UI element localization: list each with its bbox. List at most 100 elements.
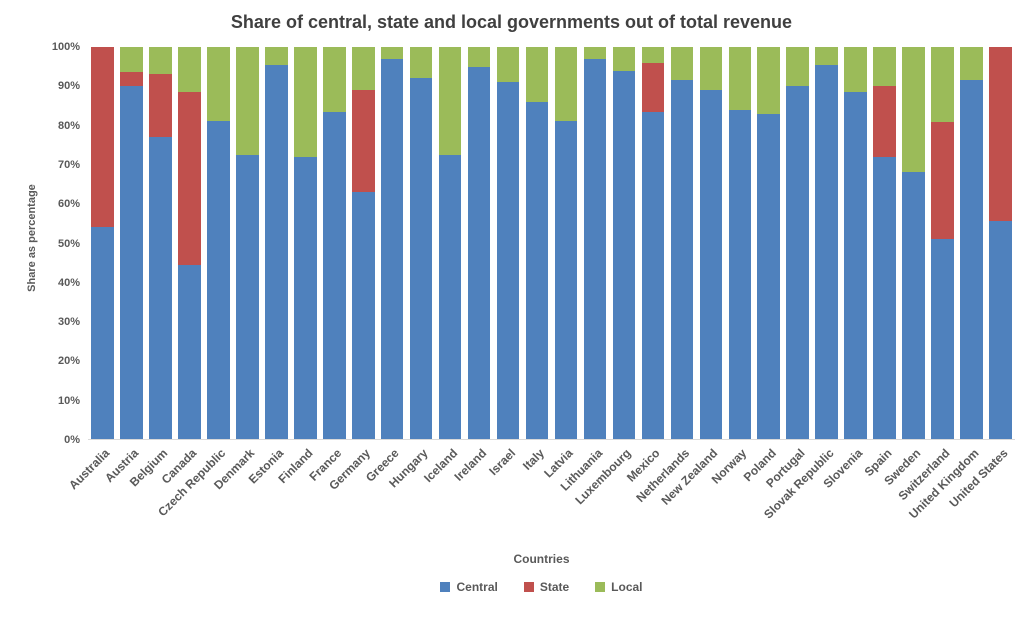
legend: Central State Local bbox=[0, 580, 1023, 594]
segment-local-ireland bbox=[467, 47, 491, 67]
bar-israel: Israel bbox=[486, 47, 523, 478]
y-tick-20-: 20% bbox=[57, 355, 80, 368]
legend-swatch-local bbox=[595, 582, 606, 592]
stacked-bar bbox=[207, 47, 230, 439]
stacked-bar bbox=[91, 47, 114, 439]
y-tick-90-: 90% bbox=[57, 80, 80, 93]
segment-central-slovak-republic bbox=[815, 64, 838, 439]
bar-lithuania: Lithuania bbox=[557, 47, 609, 494]
segment-central-spain bbox=[873, 156, 896, 439]
bar-canada: Canada bbox=[159, 47, 204, 487]
segment-local-czech-republic bbox=[207, 47, 230, 122]
legend-label-state: State bbox=[539, 580, 570, 594]
segment-central-portugal bbox=[786, 86, 810, 439]
stacked-bar bbox=[178, 47, 201, 439]
bar-portugal: Portugal bbox=[763, 47, 812, 490]
stacked-bar bbox=[786, 47, 810, 439]
segment-local-new-zealand bbox=[699, 47, 723, 91]
bar-denmark: Denmark bbox=[211, 47, 262, 492]
segment-central-canada bbox=[178, 264, 201, 439]
segment-central-luxembourg bbox=[612, 70, 636, 439]
plot-region: 0% 10% 20% 30% 40% 50% 60% 70% 80% 90% 100% Austra… bbox=[52, 41, 1015, 521]
segment-state-spain bbox=[873, 86, 896, 157]
x-label-israel: Israel bbox=[485, 446, 518, 479]
segment-state-germany bbox=[351, 90, 375, 193]
stacked-bar bbox=[815, 47, 838, 439]
segment-central-norway bbox=[728, 109, 752, 439]
bar-finland: Finland bbox=[275, 47, 320, 486]
segment-local-norway bbox=[728, 47, 752, 110]
segment-state-australia bbox=[91, 47, 114, 228]
segment-central-lithuania bbox=[583, 58, 607, 439]
segment-local-hungary bbox=[409, 47, 433, 79]
segment-central-united-kingdom bbox=[960, 80, 983, 439]
segment-state-switzerland bbox=[931, 121, 954, 240]
bar-iceland: Iceland bbox=[421, 47, 465, 485]
legend-item-central: Central bbox=[440, 580, 498, 594]
segment-local-poland bbox=[757, 47, 781, 114]
bar-new-zealand: New Zealand bbox=[659, 47, 725, 508]
segment-central-latvia bbox=[554, 121, 578, 439]
bar-ireland: Ireland bbox=[451, 47, 494, 484]
legend-swatch-state bbox=[523, 582, 534, 592]
bar-france: France bbox=[306, 47, 349, 484]
bar-hungary: Hungary bbox=[387, 47, 436, 490]
segment-central-iceland bbox=[438, 154, 462, 439]
segment-local-austria bbox=[120, 47, 143, 73]
stacked-bar bbox=[931, 47, 954, 439]
stacked-bar bbox=[120, 47, 143, 439]
bar-italy: Italy bbox=[520, 47, 552, 473]
stacked-bar bbox=[612, 47, 636, 439]
stacked-bar bbox=[525, 47, 549, 439]
segment-local-israel bbox=[496, 47, 520, 83]
chart-title: Share of central, state and local govern… bbox=[230, 12, 793, 32]
segment-central-israel bbox=[496, 82, 520, 439]
segment-central-australia bbox=[91, 227, 114, 439]
stacked-bar bbox=[670, 47, 694, 439]
stacked-bar bbox=[380, 47, 404, 439]
x-label-australia: Australia bbox=[66, 446, 113, 493]
y-tick-40-: 40% bbox=[57, 276, 80, 289]
segment-central-switzerland bbox=[931, 239, 954, 439]
segment-central-mexico bbox=[641, 111, 665, 439]
stacked-bar bbox=[265, 47, 288, 439]
segment-central-greece bbox=[380, 58, 404, 439]
stacked-bar bbox=[989, 47, 1012, 439]
y-tick-30-: 30% bbox=[57, 316, 80, 329]
segment-local-netherlands bbox=[670, 47, 694, 81]
stacked-bar bbox=[699, 47, 723, 439]
bar-spain: Spain bbox=[862, 47, 899, 479]
segment-central-austria bbox=[120, 86, 143, 439]
segment-central-belgium bbox=[149, 137, 172, 439]
stacked-bar bbox=[293, 47, 317, 439]
segment-local-germany bbox=[351, 47, 375, 91]
segment-local-belgium bbox=[149, 47, 172, 75]
bar-czech-republic: Czech Republic bbox=[155, 47, 233, 519]
segment-local-estonia bbox=[265, 47, 288, 65]
y-tick-10-: 10% bbox=[57, 394, 80, 407]
y-tick-100-: 100% bbox=[51, 41, 80, 53]
segment-state-mexico bbox=[641, 62, 665, 112]
bar-germany: Germany bbox=[326, 47, 378, 493]
segment-local-latvia bbox=[554, 47, 578, 122]
segment-local-slovenia bbox=[844, 47, 867, 93]
stacked-bar bbox=[236, 47, 259, 439]
segment-state-austria bbox=[120, 72, 143, 87]
x-axis-title: Countries bbox=[513, 552, 570, 566]
bar-slovenia: Slovenia bbox=[821, 47, 870, 491]
segment-local-slovak-republic bbox=[815, 47, 838, 65]
stacked-bar bbox=[641, 47, 665, 439]
segment-central-germany bbox=[351, 192, 375, 439]
y-tick-70-: 70% bbox=[57, 158, 80, 171]
segment-local-finland bbox=[293, 47, 317, 157]
segment-central-hungary bbox=[409, 78, 433, 439]
segment-local-canada bbox=[178, 47, 201, 93]
segment-central-poland bbox=[757, 113, 781, 439]
segment-local-switzerland bbox=[931, 47, 954, 122]
y-tick-60-: 60% bbox=[57, 198, 80, 211]
bar-estonia: Estonia bbox=[246, 47, 291, 487]
bar-australia: Australia bbox=[66, 47, 117, 492]
stacked-bar bbox=[554, 47, 578, 439]
legend-item-state: State bbox=[523, 580, 570, 594]
y-tick-0-: 0% bbox=[64, 434, 80, 446]
